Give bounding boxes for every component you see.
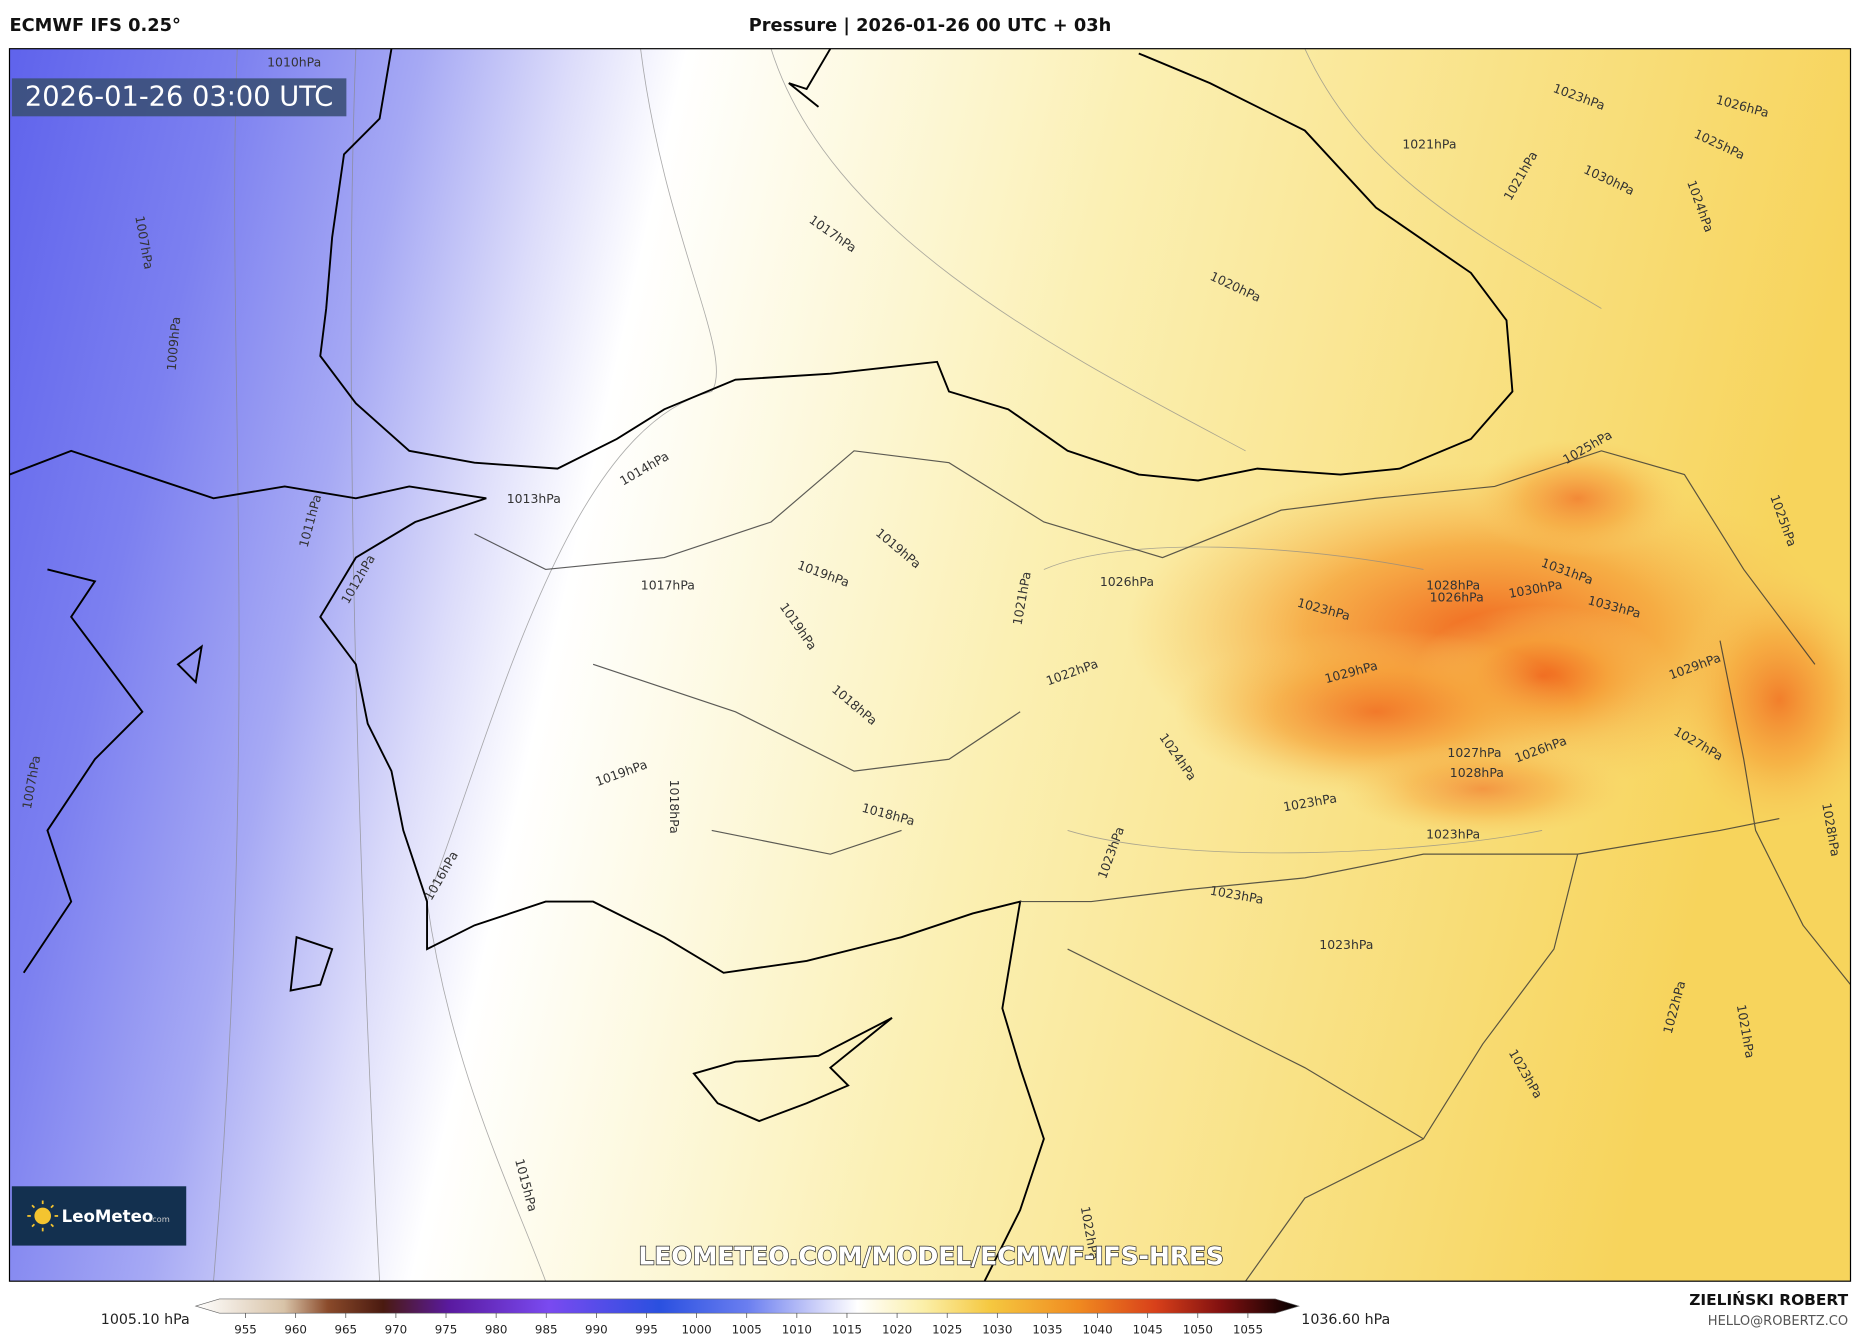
map-title: Pressure | 2026-01-26 00 UTC + 03h xyxy=(749,15,1112,36)
contour-label: 1027hPa xyxy=(1447,745,1501,760)
contour-label: 1023hPa xyxy=(1426,827,1480,842)
colorbar-tick-label: 1025 xyxy=(932,1322,962,1336)
colorbar-tick-label: 965 xyxy=(334,1322,357,1336)
colorbar-max: 1036.60 hPa xyxy=(1301,1312,1390,1328)
colorbar-tick-label: 1045 xyxy=(1133,1322,1163,1336)
colorbar-tick-label: 995 xyxy=(635,1322,658,1336)
high-pressure-core xyxy=(1126,438,1851,837)
logo-suffix: .com xyxy=(149,1214,169,1224)
colorbar-tick-label: 1030 xyxy=(982,1322,1012,1336)
colorbar-tick-label: 1020 xyxy=(882,1322,912,1336)
contour-label: 1028hPa xyxy=(1450,765,1504,780)
colorbar-tick-label: 980 xyxy=(485,1322,508,1336)
author: ZIELIŃSKI ROBERT xyxy=(1689,1290,1848,1309)
colorbar xyxy=(194,1298,1300,1314)
timestamp: 2026-01-26 03:00 UTC xyxy=(25,82,333,113)
colorbar-tick-label: 970 xyxy=(385,1322,408,1336)
colorbar-tick-label: 1005 xyxy=(732,1322,762,1336)
colorbar-tick-label: 955 xyxy=(234,1322,257,1336)
contour-label: 1026hPa xyxy=(1100,574,1154,589)
colorbar-tick-label: 1050 xyxy=(1183,1322,1213,1336)
isobars xyxy=(213,48,1602,1282)
logo-icon xyxy=(27,1200,59,1232)
colorbar-tick-label: 1035 xyxy=(1032,1322,1062,1336)
contour-label: 1013hPa xyxy=(507,491,561,506)
colorbar-tick-label: 1015 xyxy=(832,1322,862,1336)
colorbar-tick-label: 975 xyxy=(435,1322,458,1336)
logo-name: LeoMeteo xyxy=(62,1207,154,1226)
map: 1010hPa1007hPa1009hPa1011hPa1012hPa1013h… xyxy=(9,48,1851,1282)
colorbar-tick-label: 985 xyxy=(535,1322,558,1336)
contour-label: 1026hPa xyxy=(1430,589,1484,604)
contour-label: 1009hPa xyxy=(164,316,184,371)
contour-label: 1010hPa xyxy=(267,54,321,69)
colorbar-min: 1005.10 hPa xyxy=(101,1312,190,1328)
colorbar-tick-label: 1000 xyxy=(682,1322,712,1336)
contour-label: 1017hPa xyxy=(641,578,695,593)
contour-label: 1018hPa xyxy=(667,780,682,834)
borders xyxy=(474,450,1851,1282)
email: HELLO@ROBERTZ.CO xyxy=(1708,1314,1848,1329)
contour-label: 1023hPa xyxy=(1319,937,1373,952)
model-name: ECMWF IFS 0.25° xyxy=(9,15,180,36)
coastlines xyxy=(9,48,1514,1282)
watermark: LEOMETEO.COM/MODEL/ECMWF-IFS-HRES xyxy=(638,1242,1224,1271)
map-frame xyxy=(8,48,1852,1282)
colorbar-tick-label: 1010 xyxy=(782,1322,812,1336)
contour-label: 1028hPa xyxy=(1426,578,1480,593)
timestamp-box xyxy=(11,78,347,117)
contour-label: 1021hPa xyxy=(1402,136,1456,151)
colorbar-ticks: 955 960 965 970 975 980 985 990 995 1000 1005 1010 1… xyxy=(234,1313,1263,1336)
colorbar-tick-label: 1055 xyxy=(1233,1322,1263,1336)
colorbar-tick-label: 1040 xyxy=(1082,1322,1112,1336)
colorbar-tick-label: 960 xyxy=(284,1322,307,1336)
colorbar-tick-label: 990 xyxy=(585,1322,608,1336)
